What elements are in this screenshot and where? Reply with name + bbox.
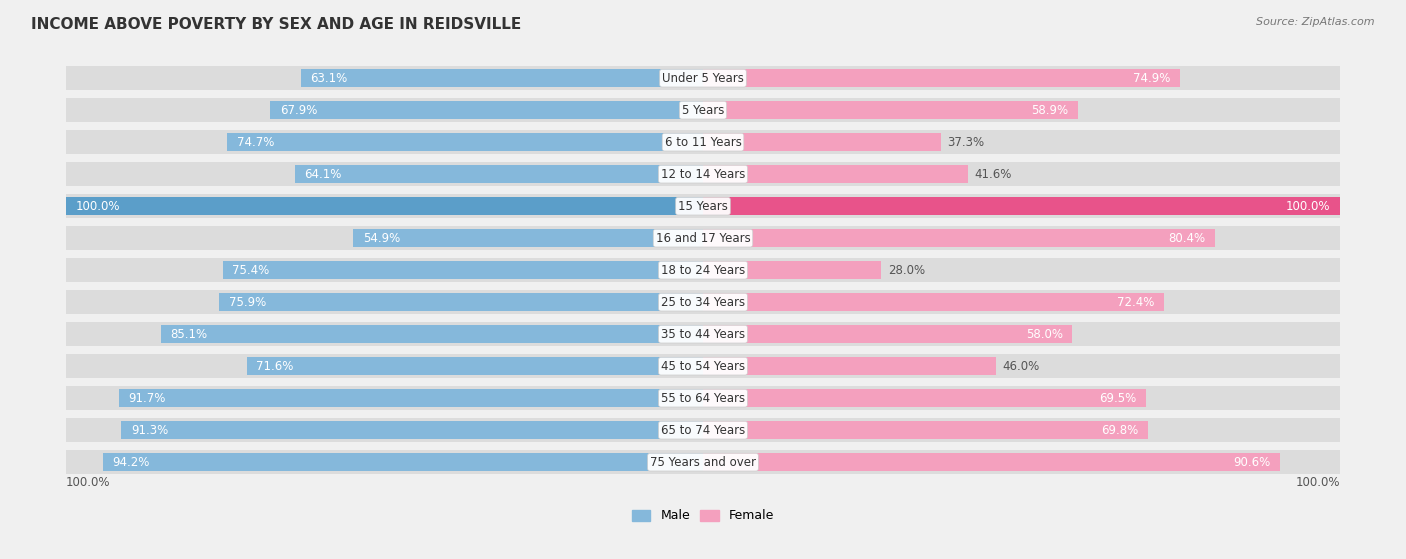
Text: 18 to 24 Years: 18 to 24 Years xyxy=(661,264,745,277)
Bar xyxy=(66,98,703,122)
Bar xyxy=(703,421,1147,439)
Text: 100.0%: 100.0% xyxy=(76,200,120,212)
Bar xyxy=(66,354,703,378)
Bar xyxy=(703,165,967,183)
Text: 45 to 54 Years: 45 to 54 Years xyxy=(661,359,745,373)
Text: 28.0%: 28.0% xyxy=(887,264,925,277)
Bar xyxy=(295,165,703,183)
Bar xyxy=(270,101,703,119)
Text: 35 to 44 Years: 35 to 44 Years xyxy=(661,328,745,340)
Bar xyxy=(703,163,1340,186)
Bar xyxy=(160,325,703,343)
Text: 46.0%: 46.0% xyxy=(1002,359,1039,373)
Bar xyxy=(66,130,703,154)
Text: 100.0%: 100.0% xyxy=(66,476,111,490)
Text: 75.4%: 75.4% xyxy=(232,264,270,277)
Bar xyxy=(703,261,882,279)
Bar xyxy=(703,98,1340,122)
Text: 67.9%: 67.9% xyxy=(280,103,318,117)
Text: 100.0%: 100.0% xyxy=(1295,476,1340,490)
Text: 69.5%: 69.5% xyxy=(1099,392,1136,405)
Text: INCOME ABOVE POVERTY BY SEX AND AGE IN REIDSVILLE: INCOME ABOVE POVERTY BY SEX AND AGE IN R… xyxy=(31,17,522,32)
Bar xyxy=(703,323,1340,346)
Text: 64.1%: 64.1% xyxy=(304,168,342,181)
Text: 94.2%: 94.2% xyxy=(112,456,150,468)
Bar xyxy=(703,197,1340,215)
Bar xyxy=(703,419,1340,442)
Text: 69.8%: 69.8% xyxy=(1101,424,1137,437)
Bar xyxy=(703,130,1340,154)
Text: 37.3%: 37.3% xyxy=(948,136,984,149)
Bar xyxy=(228,134,703,151)
Text: 63.1%: 63.1% xyxy=(311,72,347,84)
Text: 71.6%: 71.6% xyxy=(256,359,294,373)
Bar xyxy=(703,293,1164,311)
Text: 15 Years: 15 Years xyxy=(678,200,728,212)
Bar xyxy=(247,357,703,375)
Text: 91.3%: 91.3% xyxy=(131,424,169,437)
Text: 54.9%: 54.9% xyxy=(363,231,401,245)
Bar xyxy=(301,69,703,87)
Legend: Male, Female: Male, Female xyxy=(627,504,779,527)
Text: 6 to 11 Years: 6 to 11 Years xyxy=(665,136,741,149)
Bar xyxy=(66,226,703,250)
Text: 74.9%: 74.9% xyxy=(1133,72,1171,84)
Text: 80.4%: 80.4% xyxy=(1168,231,1205,245)
Bar xyxy=(66,323,703,346)
Text: 91.7%: 91.7% xyxy=(128,392,166,405)
Bar xyxy=(703,226,1340,250)
Text: 85.1%: 85.1% xyxy=(170,328,208,340)
Bar xyxy=(66,451,703,474)
Bar xyxy=(703,134,941,151)
Text: 100.0%: 100.0% xyxy=(1286,200,1330,212)
Bar xyxy=(66,291,703,314)
Bar xyxy=(703,69,1180,87)
Text: 75.9%: 75.9% xyxy=(229,296,266,309)
Text: 12 to 14 Years: 12 to 14 Years xyxy=(661,168,745,181)
Bar xyxy=(66,258,703,282)
Text: 90.6%: 90.6% xyxy=(1233,456,1271,468)
Text: 16 and 17 Years: 16 and 17 Years xyxy=(655,231,751,245)
Bar xyxy=(703,357,995,375)
Text: 75 Years and over: 75 Years and over xyxy=(650,456,756,468)
Bar xyxy=(121,421,703,439)
Bar xyxy=(703,325,1073,343)
Text: Source: ZipAtlas.com: Source: ZipAtlas.com xyxy=(1257,17,1375,27)
Bar xyxy=(219,293,703,311)
Text: 72.4%: 72.4% xyxy=(1118,296,1154,309)
Bar xyxy=(703,67,1340,90)
Text: 55 to 64 Years: 55 to 64 Years xyxy=(661,392,745,405)
Bar xyxy=(103,453,703,471)
Bar xyxy=(222,261,703,279)
Text: 58.0%: 58.0% xyxy=(1026,328,1063,340)
Bar xyxy=(703,258,1340,282)
Bar xyxy=(703,386,1340,410)
Bar xyxy=(703,291,1340,314)
Bar xyxy=(66,163,703,186)
Bar xyxy=(703,101,1078,119)
Text: 41.6%: 41.6% xyxy=(974,168,1012,181)
Text: 58.9%: 58.9% xyxy=(1032,103,1069,117)
Text: 65 to 74 Years: 65 to 74 Years xyxy=(661,424,745,437)
Text: 25 to 34 Years: 25 to 34 Years xyxy=(661,296,745,309)
Bar xyxy=(66,419,703,442)
Bar xyxy=(703,389,1146,407)
Bar xyxy=(66,197,703,215)
Bar xyxy=(703,195,1340,218)
Bar xyxy=(703,354,1340,378)
Bar xyxy=(353,229,703,247)
Bar xyxy=(703,451,1340,474)
Bar xyxy=(703,229,1215,247)
Bar xyxy=(703,453,1279,471)
Text: 5 Years: 5 Years xyxy=(682,103,724,117)
Text: 74.7%: 74.7% xyxy=(236,136,274,149)
Bar xyxy=(120,389,703,407)
Bar xyxy=(66,386,703,410)
Text: Under 5 Years: Under 5 Years xyxy=(662,72,744,84)
Bar xyxy=(66,67,703,90)
Bar xyxy=(66,195,703,218)
